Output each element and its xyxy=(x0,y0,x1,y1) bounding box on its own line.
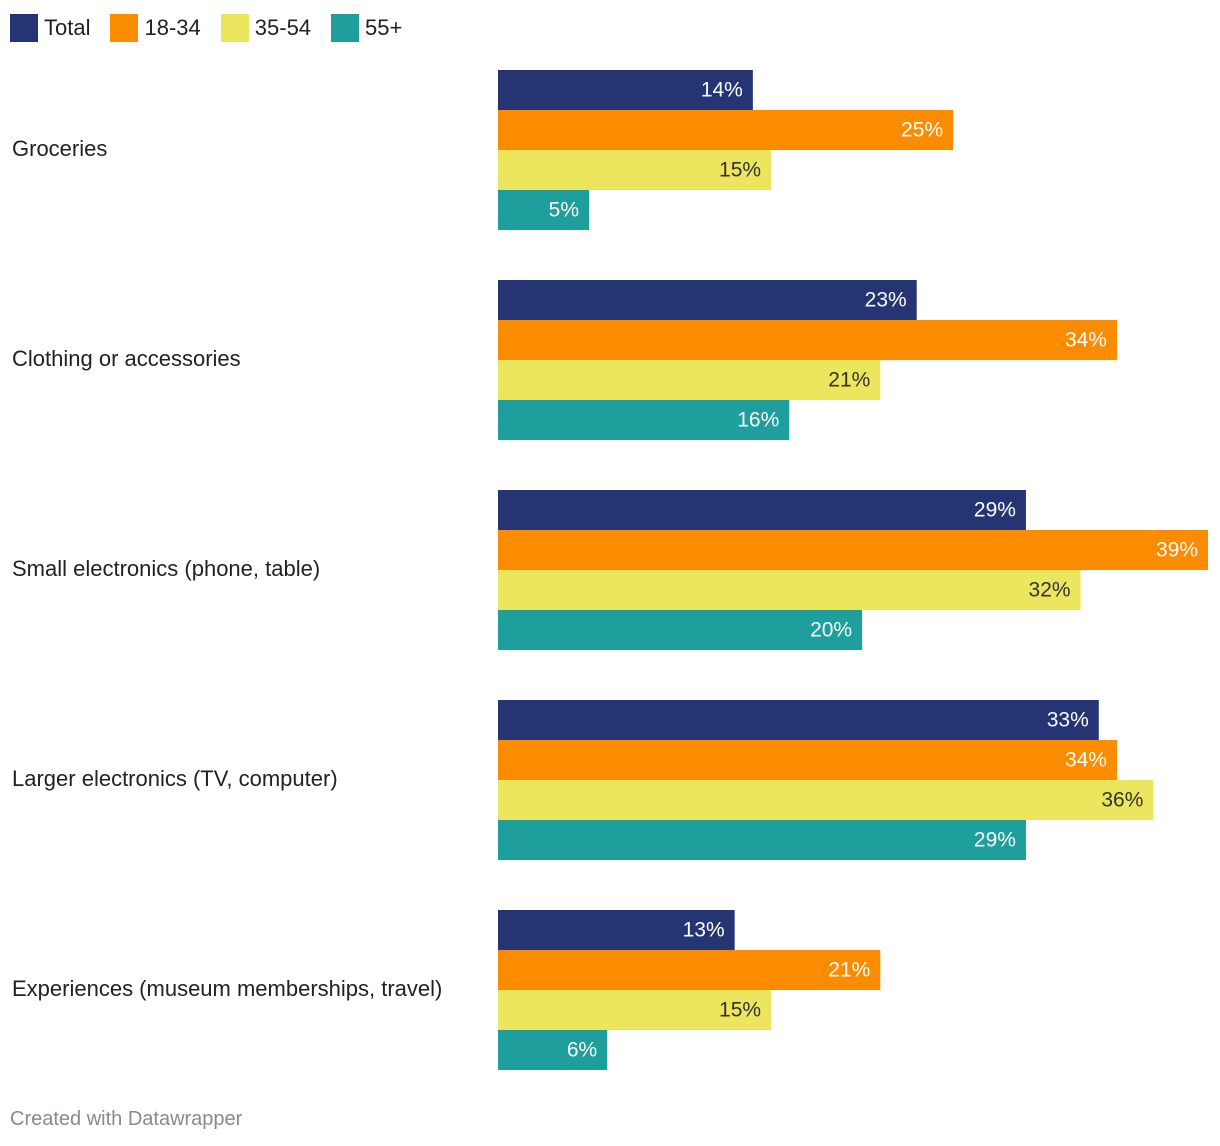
bar-value-label: 21% xyxy=(828,959,870,982)
bar xyxy=(498,530,1208,570)
legend-label: 55+ xyxy=(365,15,403,40)
bar-value-label: 32% xyxy=(1029,579,1071,602)
bar-value-label: 34% xyxy=(1065,329,1107,352)
bar-value-label: 29% xyxy=(974,829,1016,852)
bar xyxy=(498,950,881,990)
bar xyxy=(498,910,735,950)
bar xyxy=(498,1030,608,1070)
bar xyxy=(498,400,790,440)
bar xyxy=(498,150,772,190)
bar-value-label: 16% xyxy=(737,409,779,432)
bar-value-label: 20% xyxy=(810,619,852,642)
bar-value-label: 6% xyxy=(567,1039,597,1062)
bar xyxy=(498,990,772,1030)
bar xyxy=(498,740,1117,780)
bar xyxy=(498,490,1026,530)
bar xyxy=(498,190,590,230)
legend-item: 55+ xyxy=(331,14,402,42)
bar-value-label: 13% xyxy=(683,919,725,942)
bar xyxy=(498,280,917,320)
legend-swatch xyxy=(331,14,360,42)
bar-value-label: 25% xyxy=(901,119,943,142)
bar-value-label: 15% xyxy=(719,159,761,182)
bar xyxy=(498,320,1117,360)
bar-value-label: 34% xyxy=(1065,749,1107,772)
bar-value-label: 14% xyxy=(701,79,743,102)
legend-label: Total xyxy=(44,15,91,40)
category-label: Experiences (museum memberships, travel) xyxy=(12,976,442,1001)
bar-value-label: 5% xyxy=(549,199,579,222)
category-label: Small electronics (phone, table) xyxy=(12,556,320,581)
category-label: Clothing or accessories xyxy=(12,346,241,371)
legend-item: 18-34 xyxy=(110,14,201,42)
bar-value-label: 29% xyxy=(974,499,1016,522)
legend-item: Total xyxy=(10,14,90,42)
bar xyxy=(498,360,881,400)
bar-value-label: 39% xyxy=(1156,539,1198,562)
legend-label: 35-54 xyxy=(254,15,312,40)
bar xyxy=(498,570,1081,610)
bar xyxy=(498,780,1154,820)
bar-value-label: 21% xyxy=(828,369,870,392)
bar xyxy=(498,70,753,110)
legend-swatch xyxy=(220,14,249,42)
legend-label: 18-34 xyxy=(144,15,201,40)
bar xyxy=(498,610,863,650)
bar-value-label: 15% xyxy=(719,999,761,1022)
legend: Total 18-34 35-54 55+ xyxy=(10,12,422,44)
legend-item: 35-54 xyxy=(220,14,312,42)
bar xyxy=(498,110,954,150)
bar-value-label: 33% xyxy=(1047,709,1089,732)
bar-value-label: 36% xyxy=(1101,789,1143,812)
legend-swatch xyxy=(110,14,139,42)
bar-value-label: 23% xyxy=(865,289,907,312)
legend-swatch xyxy=(10,14,38,42)
category-label: Groceries xyxy=(12,136,107,161)
category-label: Larger electronics (TV, computer) xyxy=(12,766,338,791)
bar xyxy=(498,700,1099,740)
bar xyxy=(498,820,1026,860)
footer-credit: Created with Datawrapper xyxy=(10,1108,243,1130)
bar-chart-canvas: Groceries 14% 25% 15% 5% Clothing or accessor… xyxy=(12,70,1208,1070)
